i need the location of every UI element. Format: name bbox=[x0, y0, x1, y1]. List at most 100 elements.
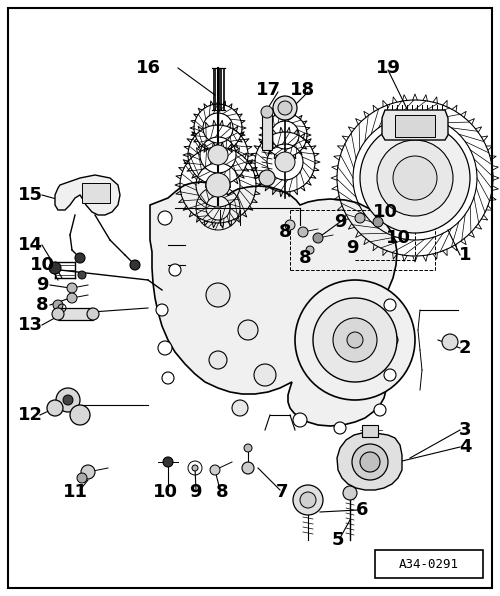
Circle shape bbox=[293, 413, 307, 427]
Circle shape bbox=[298, 227, 308, 237]
Circle shape bbox=[360, 452, 380, 472]
Text: 8: 8 bbox=[278, 223, 291, 241]
Circle shape bbox=[313, 298, 397, 382]
Circle shape bbox=[259, 170, 275, 186]
Circle shape bbox=[158, 211, 172, 225]
Circle shape bbox=[347, 332, 363, 348]
Circle shape bbox=[278, 101, 292, 115]
Text: 4: 4 bbox=[459, 438, 471, 456]
Circle shape bbox=[163, 457, 173, 467]
Text: 18: 18 bbox=[290, 81, 314, 99]
Text: 10: 10 bbox=[372, 203, 398, 221]
Circle shape bbox=[75, 253, 85, 263]
Text: 9: 9 bbox=[189, 483, 201, 501]
Polygon shape bbox=[382, 110, 448, 140]
Circle shape bbox=[192, 465, 198, 471]
Circle shape bbox=[295, 280, 415, 400]
Text: 9: 9 bbox=[36, 276, 48, 294]
Circle shape bbox=[63, 395, 73, 405]
Text: 3: 3 bbox=[459, 421, 471, 439]
Bar bbox=[362, 425, 378, 437]
Circle shape bbox=[352, 444, 388, 480]
Text: 19: 19 bbox=[376, 59, 400, 77]
Circle shape bbox=[374, 404, 386, 416]
Circle shape bbox=[70, 405, 90, 425]
Circle shape bbox=[293, 485, 323, 515]
Text: 9: 9 bbox=[346, 239, 358, 257]
Circle shape bbox=[360, 123, 470, 233]
Circle shape bbox=[77, 473, 87, 483]
Circle shape bbox=[78, 271, 86, 279]
Bar bbox=[375, 550, 483, 578]
Circle shape bbox=[87, 308, 99, 320]
Circle shape bbox=[442, 334, 458, 350]
Circle shape bbox=[209, 351, 227, 369]
Bar bbox=[262, 108, 272, 150]
Circle shape bbox=[334, 422, 346, 434]
Circle shape bbox=[53, 300, 63, 310]
Text: 10: 10 bbox=[30, 256, 54, 274]
Text: 17: 17 bbox=[256, 81, 280, 99]
Circle shape bbox=[206, 173, 230, 197]
Circle shape bbox=[162, 372, 174, 384]
Text: 8: 8 bbox=[216, 483, 228, 501]
Text: 13: 13 bbox=[18, 316, 42, 334]
Circle shape bbox=[158, 341, 172, 355]
Circle shape bbox=[306, 246, 314, 254]
Circle shape bbox=[67, 283, 77, 293]
Circle shape bbox=[206, 283, 230, 307]
Circle shape bbox=[300, 492, 316, 508]
Circle shape bbox=[386, 334, 398, 346]
Polygon shape bbox=[337, 433, 402, 490]
Polygon shape bbox=[55, 175, 120, 215]
Text: 12: 12 bbox=[18, 406, 42, 424]
Bar bbox=[58, 308, 93, 320]
Circle shape bbox=[355, 213, 365, 223]
Text: A34-0291: A34-0291 bbox=[399, 557, 459, 570]
Bar bbox=[82, 183, 110, 203]
Circle shape bbox=[285, 220, 295, 230]
Text: 5: 5 bbox=[332, 531, 344, 549]
Text: 2: 2 bbox=[459, 339, 471, 357]
Circle shape bbox=[254, 364, 276, 386]
Bar bbox=[395, 115, 435, 137]
Text: 14: 14 bbox=[18, 236, 42, 254]
Circle shape bbox=[56, 388, 80, 412]
Text: 7: 7 bbox=[276, 483, 288, 501]
Text: 16: 16 bbox=[136, 59, 160, 77]
Text: 1: 1 bbox=[459, 246, 471, 264]
Circle shape bbox=[333, 318, 377, 362]
Circle shape bbox=[169, 264, 181, 276]
Circle shape bbox=[156, 304, 168, 316]
Circle shape bbox=[232, 400, 248, 416]
Circle shape bbox=[242, 462, 254, 474]
Circle shape bbox=[393, 156, 437, 200]
Text: 8: 8 bbox=[36, 296, 49, 314]
Circle shape bbox=[49, 262, 61, 274]
Circle shape bbox=[238, 320, 258, 340]
Circle shape bbox=[384, 299, 396, 311]
Circle shape bbox=[373, 217, 383, 227]
Polygon shape bbox=[150, 182, 397, 426]
Text: 8: 8 bbox=[298, 249, 312, 267]
Circle shape bbox=[47, 400, 63, 416]
Circle shape bbox=[275, 152, 295, 172]
Text: 11: 11 bbox=[62, 483, 88, 501]
Circle shape bbox=[52, 308, 64, 320]
Text: 10: 10 bbox=[152, 483, 178, 501]
Circle shape bbox=[208, 145, 228, 165]
Circle shape bbox=[244, 444, 252, 452]
Circle shape bbox=[130, 260, 140, 270]
Circle shape bbox=[343, 486, 357, 500]
Text: 10: 10 bbox=[386, 229, 410, 247]
Text: 6: 6 bbox=[356, 501, 368, 519]
Circle shape bbox=[81, 465, 95, 479]
Circle shape bbox=[377, 140, 453, 216]
Circle shape bbox=[67, 293, 77, 303]
Text: 15: 15 bbox=[18, 186, 42, 204]
Circle shape bbox=[273, 96, 297, 120]
Circle shape bbox=[210, 465, 220, 475]
Circle shape bbox=[384, 369, 396, 381]
Circle shape bbox=[261, 106, 273, 118]
Text: 9: 9 bbox=[334, 213, 346, 231]
